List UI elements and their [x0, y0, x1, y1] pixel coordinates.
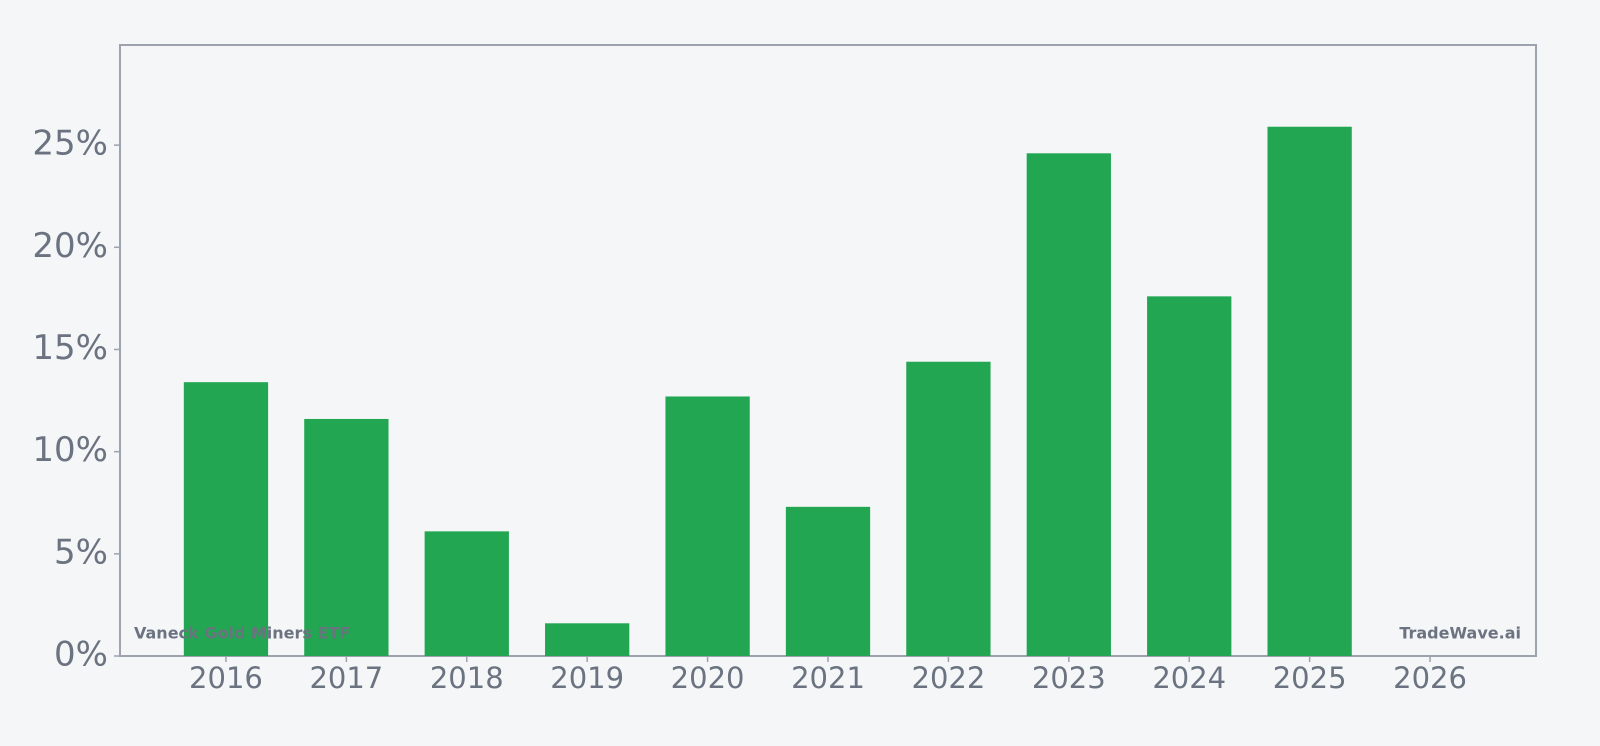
bar [1026, 153, 1111, 656]
y-tick-label: 10% [32, 430, 108, 470]
x-tick-label: 2017 [309, 661, 383, 695]
x-tick-label: 2024 [1152, 661, 1226, 695]
x-tick-label: 2022 [912, 661, 986, 695]
bar [304, 418, 389, 656]
bar [1267, 126, 1352, 656]
x-tick-label: 2020 [671, 661, 745, 695]
x-tick-label: 2023 [1032, 661, 1106, 695]
x-tick-label: 2021 [791, 661, 865, 695]
y-tick-label: 20% [32, 226, 108, 266]
brand-label: TradeWave.ai [1399, 624, 1521, 643]
x-tick-label: 2026 [1393, 661, 1467, 695]
x-tick-label: 2025 [1273, 661, 1347, 695]
y-tick-label: 5% [54, 532, 108, 572]
bar [906, 361, 991, 656]
y-tick-label: 25% [32, 124, 108, 164]
source-label: Vaneck Gold Miners ETF [134, 624, 350, 643]
y-tick-label: 15% [32, 328, 108, 368]
bar [545, 623, 630, 656]
bar [424, 531, 509, 656]
x-tick-label: 2018 [430, 661, 504, 695]
bar [183, 382, 269, 656]
x-tick-label: 2016 [189, 661, 263, 695]
bar [785, 506, 871, 656]
bar [665, 396, 750, 656]
x-tick-label: 2019 [550, 661, 624, 695]
bar [1147, 296, 1232, 656]
y-tick-label: 0% [54, 635, 108, 675]
